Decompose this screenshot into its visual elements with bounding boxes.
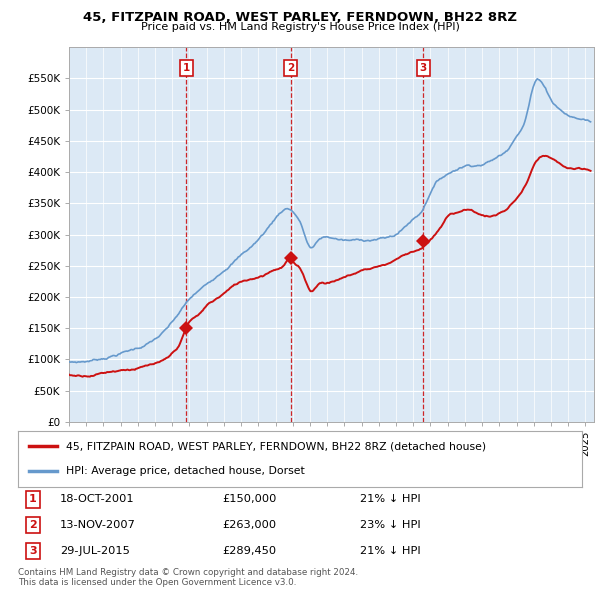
Text: £150,000: £150,000: [222, 494, 277, 504]
Text: 18-OCT-2001: 18-OCT-2001: [60, 494, 134, 504]
Text: 45, FITZPAIN ROAD, WEST PARLEY, FERNDOWN, BH22 8RZ: 45, FITZPAIN ROAD, WEST PARLEY, FERNDOWN…: [83, 11, 517, 24]
Text: 3: 3: [29, 546, 37, 556]
Text: 13-NOV-2007: 13-NOV-2007: [60, 520, 136, 530]
Text: £289,450: £289,450: [222, 546, 276, 556]
Text: 3: 3: [419, 63, 427, 73]
Text: 2: 2: [29, 520, 37, 530]
Text: HPI: Average price, detached house, Dorset: HPI: Average price, detached house, Dors…: [66, 466, 305, 476]
Text: 1: 1: [29, 494, 37, 504]
Text: £263,000: £263,000: [222, 520, 276, 530]
Text: 21% ↓ HPI: 21% ↓ HPI: [360, 546, 421, 556]
Text: Contains HM Land Registry data © Crown copyright and database right 2024.
This d: Contains HM Land Registry data © Crown c…: [18, 568, 358, 587]
Text: 29-JUL-2015: 29-JUL-2015: [60, 546, 130, 556]
Text: 45, FITZPAIN ROAD, WEST PARLEY, FERNDOWN, BH22 8RZ (detached house): 45, FITZPAIN ROAD, WEST PARLEY, FERNDOWN…: [66, 441, 486, 451]
Text: 1: 1: [182, 63, 190, 73]
Text: Price paid vs. HM Land Registry's House Price Index (HPI): Price paid vs. HM Land Registry's House …: [140, 22, 460, 32]
Text: 23% ↓ HPI: 23% ↓ HPI: [360, 520, 421, 530]
Text: 21% ↓ HPI: 21% ↓ HPI: [360, 494, 421, 504]
Text: 2: 2: [287, 63, 294, 73]
